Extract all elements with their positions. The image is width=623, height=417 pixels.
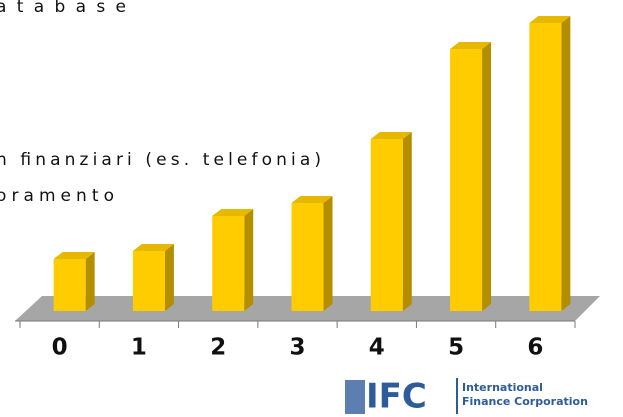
logo-line: Finance Corporation [462, 395, 588, 408]
x-tick-label: 6 [527, 335, 543, 361]
x-tick-label: 5 [448, 335, 464, 361]
x-tick-label: 0 [52, 335, 68, 361]
bar-front [450, 49, 483, 311]
bar-top [529, 16, 571, 23]
x-tick-label: 3 [289, 335, 305, 361]
logo-mark: IFC [366, 377, 427, 417]
bar-side [561, 16, 571, 311]
note-text: atabase [0, 0, 126, 17]
bar-front [132, 251, 165, 311]
bar-front [291, 203, 324, 311]
bar [291, 196, 333, 311]
bar-side [402, 132, 412, 311]
bar-side [482, 42, 492, 311]
bar [450, 42, 492, 311]
bar-top [450, 42, 492, 49]
bar-top [212, 209, 254, 216]
note-text: oramento [0, 186, 114, 206]
bars [53, 16, 571, 311]
logo: IFC International Finance Corporation [345, 377, 588, 417]
bar-front [370, 139, 403, 311]
bar-side [323, 196, 333, 311]
bar [132, 244, 174, 311]
bar-front [53, 259, 86, 311]
x-tick-label: 2 [210, 335, 226, 361]
bar-front [529, 23, 562, 311]
bar [212, 209, 254, 311]
bar [529, 16, 571, 311]
bar [370, 132, 412, 311]
bar-top [132, 244, 174, 251]
bar-side [85, 252, 95, 311]
note-text: n finanziari (es. telefonia) [0, 150, 321, 170]
bar-top [53, 252, 95, 259]
bar-side [164, 244, 174, 311]
x-tick-label: 4 [369, 335, 385, 361]
x-tick-label: 1 [131, 335, 147, 361]
bar-side [244, 209, 254, 311]
bar-top [370, 132, 412, 139]
bar-front [212, 216, 245, 311]
logo-line: International [462, 381, 543, 394]
logo-emblem [345, 380, 365, 414]
bar-top [291, 196, 333, 203]
bar [53, 252, 95, 311]
